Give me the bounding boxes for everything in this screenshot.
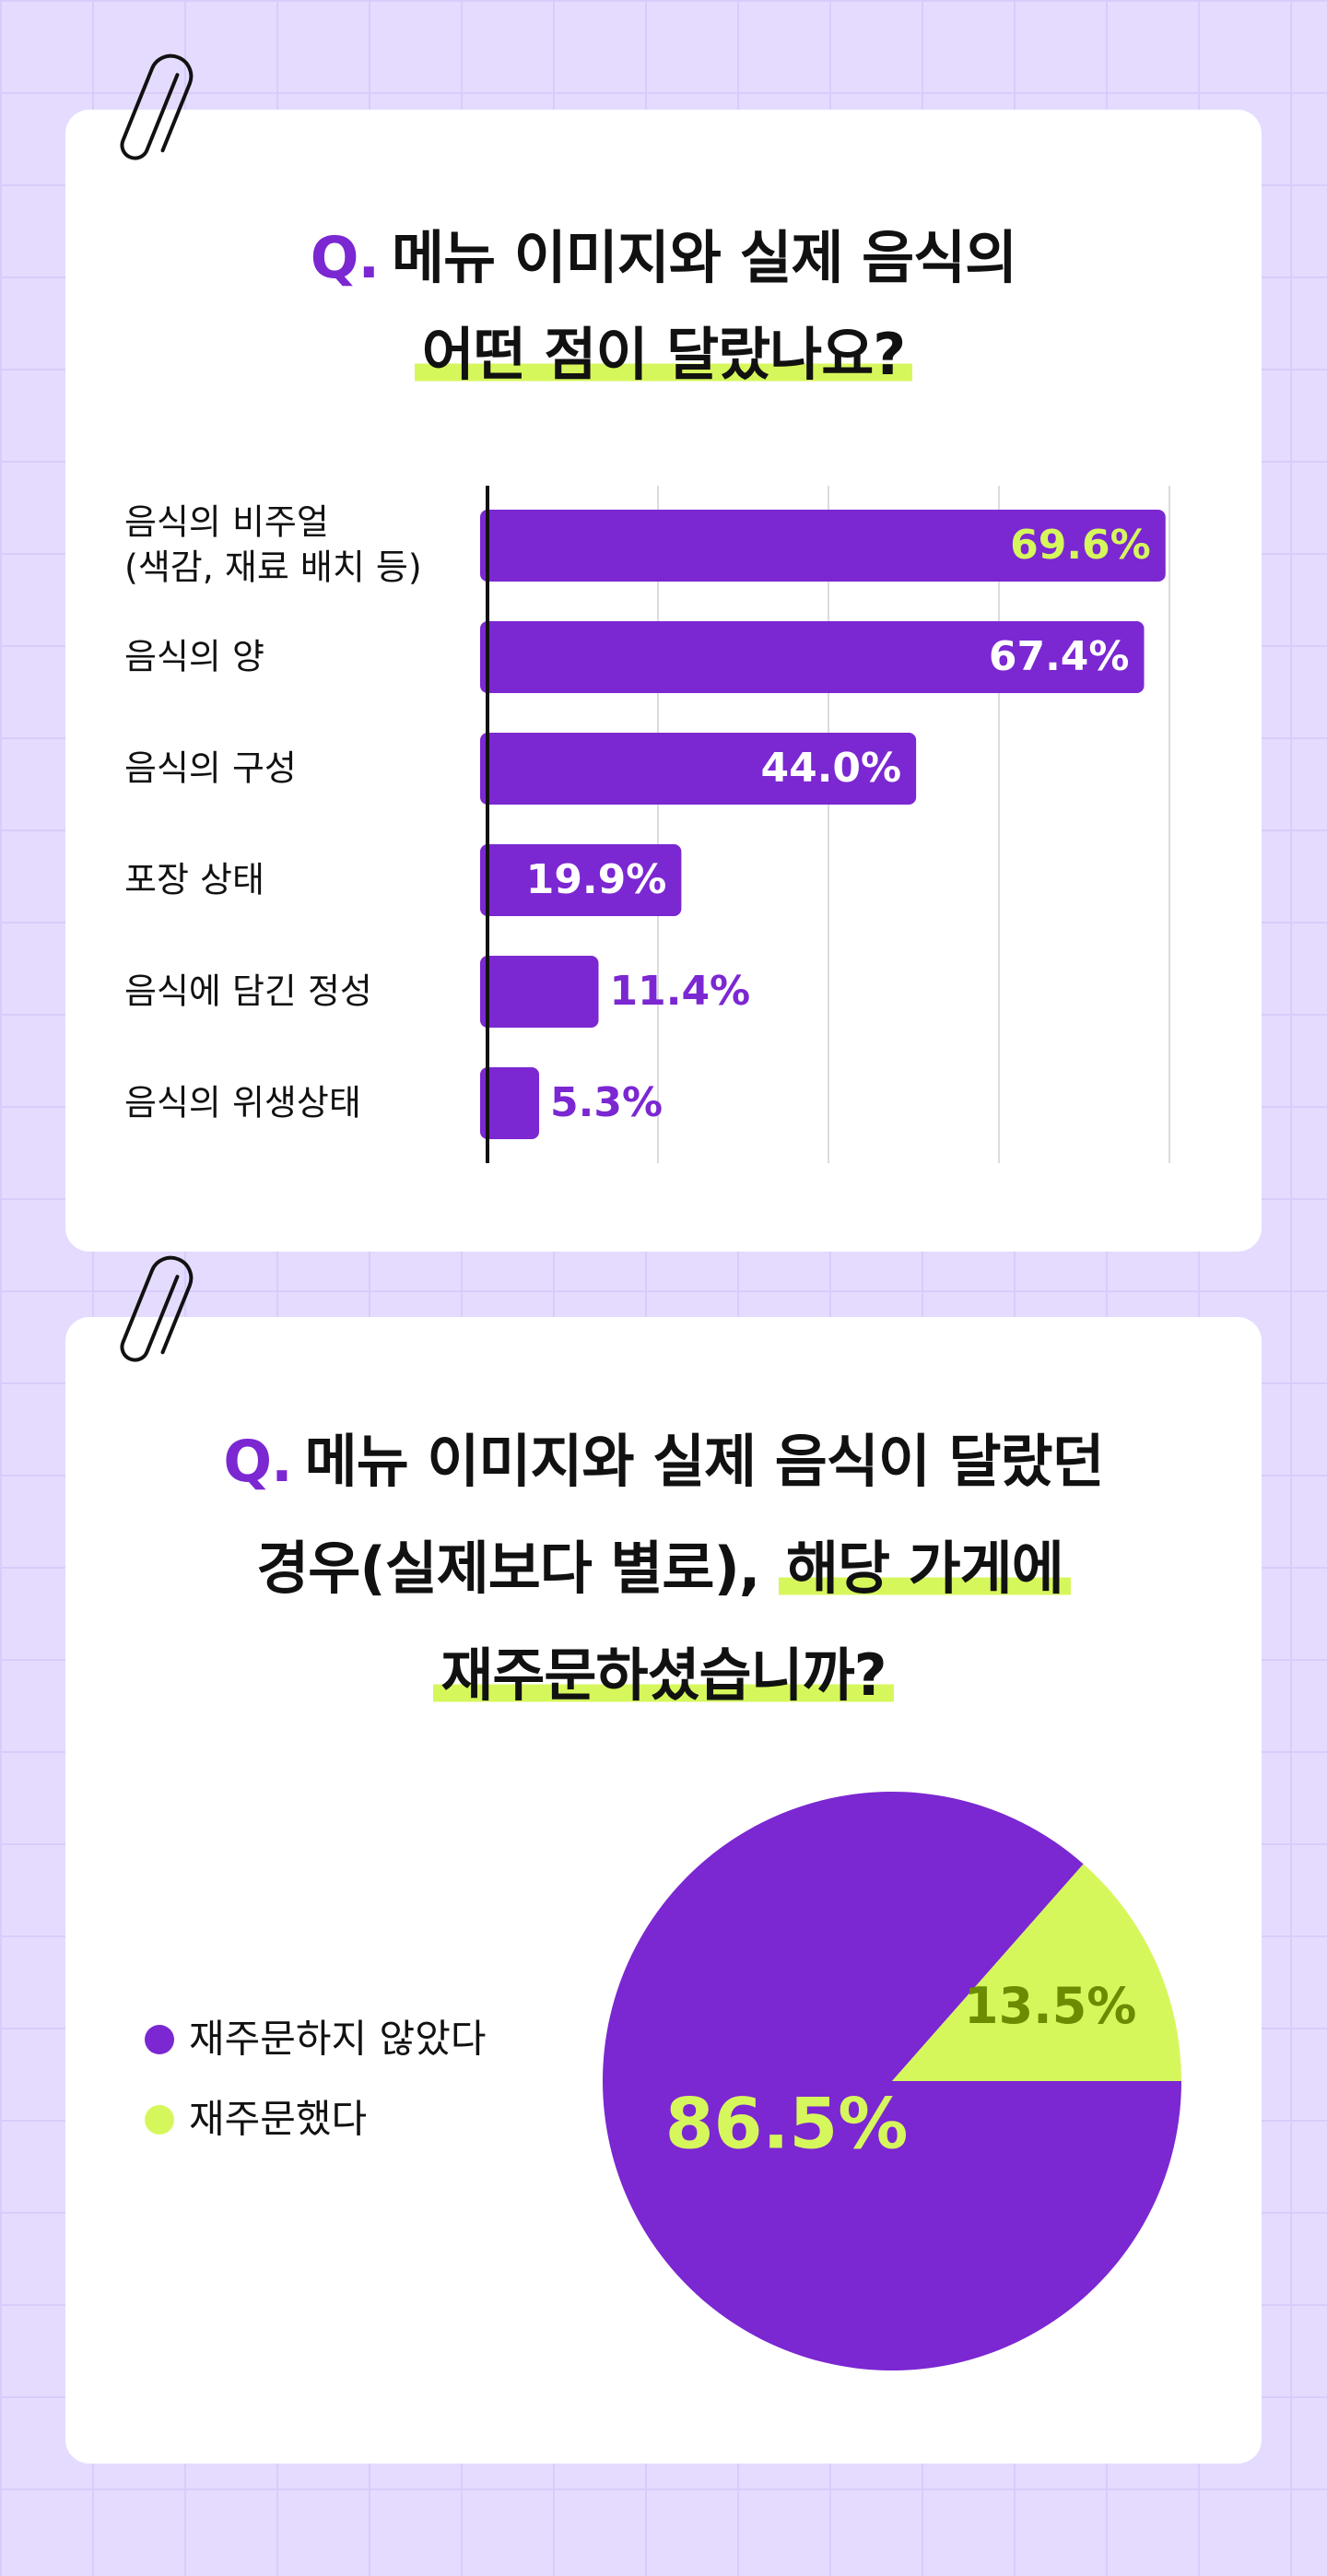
bar bbox=[480, 733, 917, 805]
bar bbox=[480, 844, 682, 916]
legend-swatch bbox=[145, 2105, 174, 2135]
data-label: 11.4% bbox=[610, 968, 751, 1015]
chart-title: 메뉴 이미지와 실제 음식의 bbox=[392, 224, 1017, 291]
chart-title: 어떤 점이 달랐나요? bbox=[414, 321, 913, 388]
y-tick-label: 음식의 구성 bbox=[124, 747, 297, 789]
title-marker: Q. bbox=[223, 1428, 292, 1495]
title-line: Q. 메뉴 이미지와 실제 음식의 bbox=[65, 221, 1262, 295]
pie-slice bbox=[892, 1864, 1181, 2081]
data-label: 67.4% bbox=[989, 633, 1130, 680]
title-line: Q. 메뉴 이미지와 실제 음식이 달랐던 bbox=[65, 1425, 1262, 1499]
data-label: 5.3% bbox=[550, 1079, 663, 1126]
data-label: 69.6% bbox=[1010, 522, 1151, 569]
chart-title: 재주문하셨습니까? bbox=[433, 1641, 894, 1709]
bar bbox=[480, 956, 599, 1028]
legend-swatch bbox=[145, 2025, 174, 2054]
paperclip bbox=[120, 1255, 194, 1362]
data-label: 19.9% bbox=[526, 856, 667, 903]
title-line: 재주문하셨습니까? bbox=[65, 1639, 1262, 1712]
chart-title: 해당 가게에 bbox=[778, 1535, 1071, 1602]
title-line: 어떤 점이 달랐나요? bbox=[65, 318, 1262, 392]
bar bbox=[480, 621, 1145, 693]
y-tick-label: 포장 상태 bbox=[124, 859, 264, 900]
chart-title: 경우(실제보다 별로), bbox=[256, 1535, 760, 1602]
legend-label: 재주문하지 않았다 bbox=[189, 2016, 487, 2062]
data-label: 44.0% bbox=[760, 745, 901, 792]
data-label: 86.5% bbox=[665, 2083, 909, 2165]
data-label: 13.5% bbox=[964, 1977, 1136, 2035]
y-tick-label: 음식에 담긴 정성 bbox=[124, 970, 372, 1012]
paperclip bbox=[120, 53, 194, 160]
bar bbox=[480, 1067, 540, 1139]
y-tick-label: 음식의 양 bbox=[124, 636, 264, 677]
chart-title: 메뉴 이미지와 실제 음식이 달랐던 bbox=[304, 1428, 1105, 1495]
y-tick-label: 음식의 비주얼 (색감, 재료 배치 등) bbox=[124, 501, 422, 588]
bar bbox=[480, 510, 1166, 582]
y-tick-label: 음식의 위생상태 bbox=[124, 1082, 361, 1123]
legend-label: 재주문했다 bbox=[189, 2096, 368, 2142]
title-marker: Q. bbox=[310, 224, 380, 291]
title-line: 경우(실제보다 별로), 해당 가게에 bbox=[65, 1532, 1262, 1606]
